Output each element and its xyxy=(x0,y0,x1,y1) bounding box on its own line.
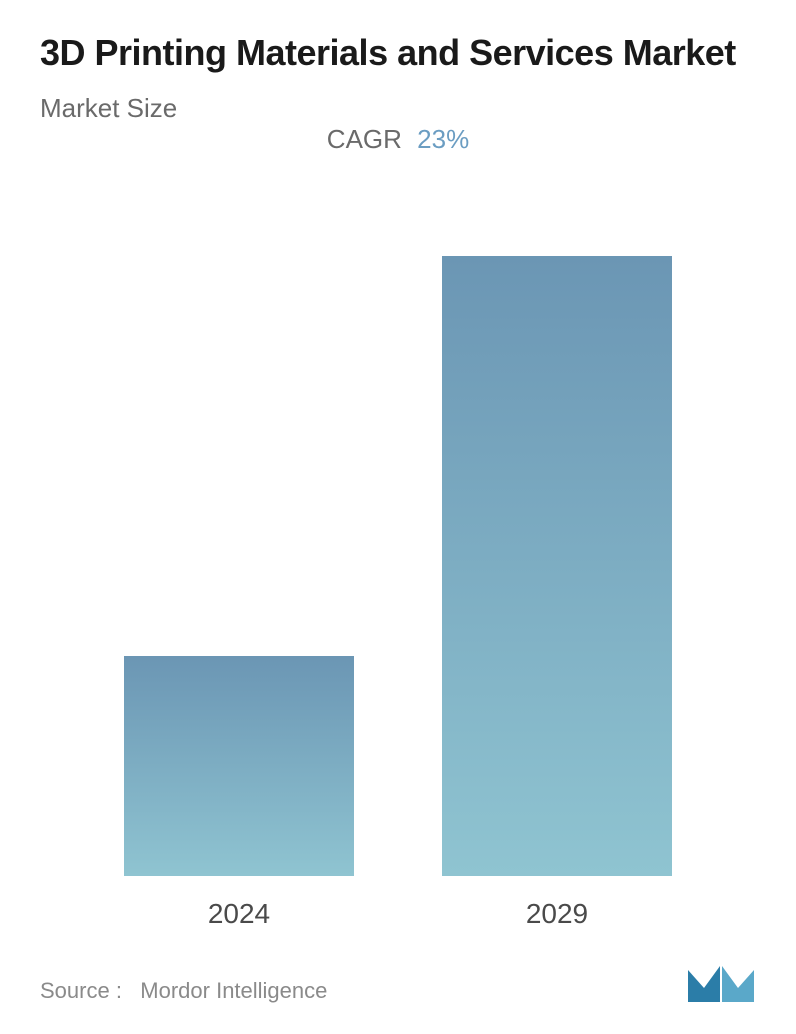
chart-container: 3D Printing Materials and Services Marke… xyxy=(0,0,796,1034)
bar-label-0: 2024 xyxy=(208,898,270,930)
source-text: Source : Mordor Intelligence xyxy=(40,978,327,1004)
chart-subtitle: Market Size xyxy=(40,93,756,124)
mordor-logo-icon xyxy=(686,960,756,1004)
bar-1 xyxy=(442,256,672,876)
footer: Source : Mordor Intelligence xyxy=(40,930,756,1014)
bar-0 xyxy=(124,656,354,876)
bar-group-1: 2029 xyxy=(398,256,716,930)
bar-group-0: 2024 xyxy=(80,656,398,930)
chart-title: 3D Printing Materials and Services Marke… xyxy=(40,30,756,75)
cagr-label: CAGR xyxy=(327,124,402,154)
bar-chart: 2024 2029 xyxy=(40,175,756,930)
cagr-row: CAGR 23% xyxy=(40,124,756,155)
cagr-value: 23% xyxy=(417,124,469,154)
bar-label-1: 2029 xyxy=(526,898,588,930)
source-prefix: Source : xyxy=(40,978,122,1003)
source-name: Mordor Intelligence xyxy=(140,978,327,1003)
